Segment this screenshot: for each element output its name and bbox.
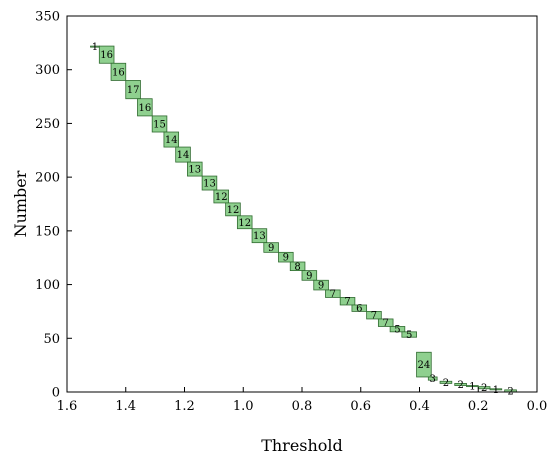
x-axis-ticks: 1.6 1.4 1.2 1.0 0.8 0.6 0.4 0.2 0.0 bbox=[57, 387, 548, 414]
bar-label: 12 bbox=[227, 205, 240, 216]
bar-label: 2 bbox=[481, 383, 487, 394]
bar-label: 6 bbox=[356, 304, 362, 315]
bar-label: 2 bbox=[457, 380, 463, 391]
x-tick-label: 0.2 bbox=[468, 399, 489, 414]
y-tick-label: 200 bbox=[35, 171, 60, 186]
bar bbox=[301, 270, 318, 281]
bar-label: 15 bbox=[153, 119, 166, 130]
bar bbox=[351, 304, 368, 312]
bar-label: 2 bbox=[443, 378, 449, 389]
bar-label: 7 bbox=[383, 318, 389, 329]
bar-label: 7 bbox=[330, 289, 336, 300]
bar bbox=[251, 228, 268, 244]
bar bbox=[213, 189, 229, 204]
bar-label: 24 bbox=[418, 360, 431, 371]
bar-label: 13 bbox=[253, 231, 266, 242]
x-tick-label: 1.6 bbox=[57, 399, 78, 414]
bar bbox=[151, 115, 168, 133]
x-tick-label: 1.0 bbox=[233, 399, 254, 414]
bar-label: 17 bbox=[127, 85, 140, 96]
bar-label: 9 bbox=[283, 253, 289, 264]
bar-label: 1 bbox=[92, 42, 98, 53]
y-tick-label: 50 bbox=[43, 332, 60, 347]
bar-label: 9 bbox=[306, 271, 312, 282]
bar bbox=[98, 45, 115, 64]
y-axis-ticks: 0 50 100 150 200 250 300 350 bbox=[35, 10, 72, 401]
bar-label: 13 bbox=[203, 179, 216, 190]
bar-label: 5 bbox=[406, 330, 412, 341]
bar-label: 16 bbox=[100, 50, 113, 61]
bar-label: 13 bbox=[188, 165, 201, 176]
bar bbox=[389, 326, 406, 333]
y-tick-label: 0 bbox=[52, 386, 60, 401]
bar bbox=[339, 297, 356, 306]
x-tick-label: 0.8 bbox=[292, 399, 313, 414]
bar-label: 7 bbox=[371, 311, 377, 322]
bar bbox=[137, 98, 153, 117]
bar bbox=[175, 146, 191, 163]
bar bbox=[439, 380, 453, 384]
bar bbox=[201, 175, 218, 191]
bar-label: 9 bbox=[268, 243, 274, 254]
bar bbox=[313, 279, 329, 291]
bar-label: 12 bbox=[238, 218, 251, 229]
bar bbox=[427, 376, 438, 381]
bar bbox=[377, 318, 394, 327]
bar-label: 8 bbox=[294, 262, 300, 273]
x-tick-label: 0.4 bbox=[409, 399, 430, 414]
bar bbox=[125, 80, 141, 100]
bar bbox=[454, 383, 467, 386]
bar-label: 16 bbox=[138, 103, 151, 114]
bar bbox=[401, 331, 417, 338]
y-tick-label: 300 bbox=[35, 63, 60, 78]
bar-label: 14 bbox=[177, 150, 190, 161]
y-tick-label: 100 bbox=[35, 278, 60, 293]
bar bbox=[236, 215, 253, 230]
y-axis-title: Number bbox=[11, 170, 30, 237]
bar bbox=[366, 311, 382, 320]
bar bbox=[325, 289, 341, 298]
bar-label: 16 bbox=[112, 67, 125, 78]
bar bbox=[416, 351, 432, 378]
y-tick-label: 350 bbox=[35, 10, 60, 25]
bar-label: 1 bbox=[469, 382, 475, 393]
bar-label: 5 bbox=[394, 325, 400, 336]
x-tick-label: 1.2 bbox=[174, 399, 195, 414]
bar bbox=[263, 242, 279, 253]
bar-label: 12 bbox=[215, 192, 228, 203]
bar-label: 7 bbox=[344, 297, 350, 308]
bar-label: 1 bbox=[493, 385, 499, 396]
bar-label: 9 bbox=[318, 281, 324, 292]
x-tick-label: 0.6 bbox=[350, 399, 371, 414]
plot-frame bbox=[66, 15, 538, 393]
bar-label: 14 bbox=[165, 135, 178, 146]
bar bbox=[289, 261, 306, 272]
y-tick-label: 150 bbox=[35, 224, 60, 239]
x-tick-label: 1.4 bbox=[115, 399, 136, 414]
bar bbox=[278, 251, 294, 263]
y-tick-label: 250 bbox=[35, 117, 60, 132]
bar bbox=[466, 385, 479, 388]
bar bbox=[225, 202, 241, 217]
axes-layer bbox=[66, 15, 538, 393]
bar-label: 3 bbox=[430, 374, 436, 385]
bar bbox=[489, 388, 503, 391]
x-axis-title: Threshold bbox=[261, 436, 343, 455]
bar bbox=[163, 131, 180, 148]
bar bbox=[110, 62, 127, 81]
bar bbox=[187, 161, 203, 177]
x-tick-label: 0.0 bbox=[527, 399, 548, 414]
